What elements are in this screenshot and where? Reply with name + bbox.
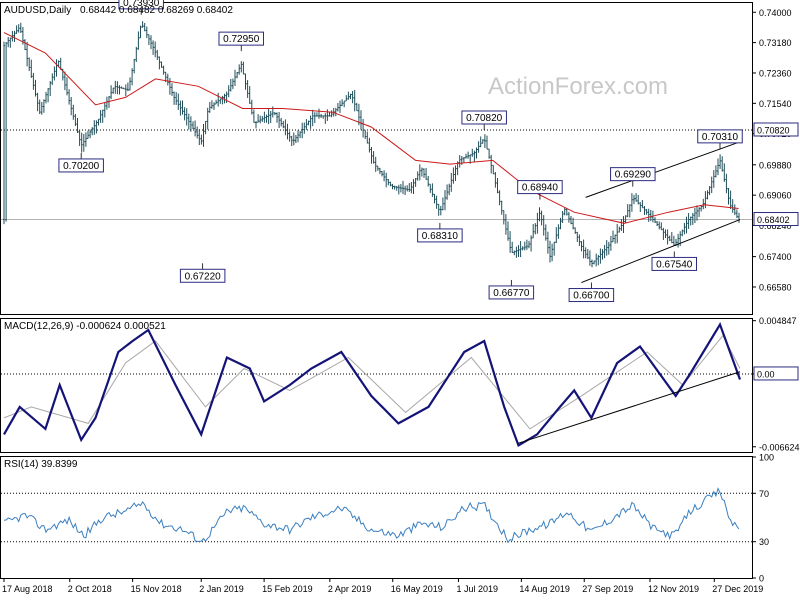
x-tick-label: 15 Nov 2018	[131, 584, 182, 594]
channel-trendline	[581, 219, 741, 283]
price-panel	[0, 2, 753, 315]
price-callout: 0.70820	[466, 113, 503, 124]
price-callout: 0.70200	[63, 161, 100, 172]
moving-average-line	[3, 32, 739, 224]
x-tick-label: 27 Dec 2019	[712, 584, 763, 594]
rsi-tick-label: 0	[759, 574, 764, 584]
price-tick-label: 0.73180	[759, 38, 792, 48]
price-callout: 0.69290	[615, 170, 652, 181]
x-tick-label: 12 Nov 2019	[648, 584, 699, 594]
price-tick-label: 0.74000	[759, 8, 792, 18]
rsi-tick-label: 70	[759, 489, 769, 499]
macd-tick-label: -0.006624	[759, 442, 800, 452]
rsi-title: RSI(14) 39.8399	[4, 459, 78, 470]
rsi-tick-label: 100	[759, 453, 774, 463]
x-tick-label: 1 Jul 2019	[456, 584, 498, 594]
price-callout: 0.72950	[223, 34, 260, 45]
price-callout: 0.67220	[185, 271, 222, 282]
macd-title: MACD(12,26,9) -0.000624 0.000521	[4, 321, 166, 332]
price-tick-label: 0.71540	[759, 99, 792, 109]
macd-tick-label: 0.004847	[759, 316, 797, 326]
price-callout: 0.68310	[422, 231, 459, 242]
x-tick-label: 2 Apr 2019	[328, 584, 372, 594]
price-callout: 0.66700	[573, 291, 610, 302]
price-callout: 0.68940	[522, 183, 559, 194]
channel-trendline	[585, 141, 741, 198]
last-price-label: 0.68402	[757, 215, 790, 225]
price-title: AUDUSD,Daily	[4, 5, 71, 16]
x-tick-label: 27 Sep 2019	[582, 584, 633, 594]
price-callout: 0.70310	[702, 132, 739, 143]
watermark: ActionForex.com	[488, 73, 668, 100]
price-callout: 0.66770	[493, 288, 530, 299]
price-tick-label: 0.69880	[759, 160, 792, 170]
price-tick-label: 0.66580	[759, 282, 792, 292]
rsi-line	[3, 487, 740, 544]
x-tick-label: 15 Feb 2019	[262, 584, 313, 594]
rsi-tick-label: 30	[759, 537, 769, 547]
x-tick-label: 2 Jan 2019	[199, 584, 244, 594]
x-tick-label: 2 Oct 2018	[68, 584, 112, 594]
macd-trendline	[518, 371, 741, 444]
price-tick-label: 0.69060	[759, 191, 792, 201]
rsi-panel	[0, 456, 753, 579]
macd-last-label: 0.00	[757, 369, 775, 379]
x-tick-label: 17 Aug 2018	[2, 584, 53, 594]
macd-signal-line	[3, 334, 741, 430]
x-tick-label: 14 Aug 2019	[519, 584, 570, 594]
resistance-price-label: 0.70820	[757, 125, 790, 135]
price-bars	[3, 21, 740, 268]
macd-panel	[0, 318, 753, 453]
macd-line	[3, 321, 742, 448]
ohlc-readout: 0.68442 0.68482 0.68269 0.68402	[80, 5, 233, 16]
price-callout: 0.73930	[123, 0, 160, 9]
price-callout: 0.67540	[656, 259, 693, 270]
x-tick-label: 16 May 2019	[391, 584, 443, 594]
price-tick-label: 0.67400	[759, 252, 792, 262]
price-tick-label: 0.72360	[759, 68, 792, 78]
